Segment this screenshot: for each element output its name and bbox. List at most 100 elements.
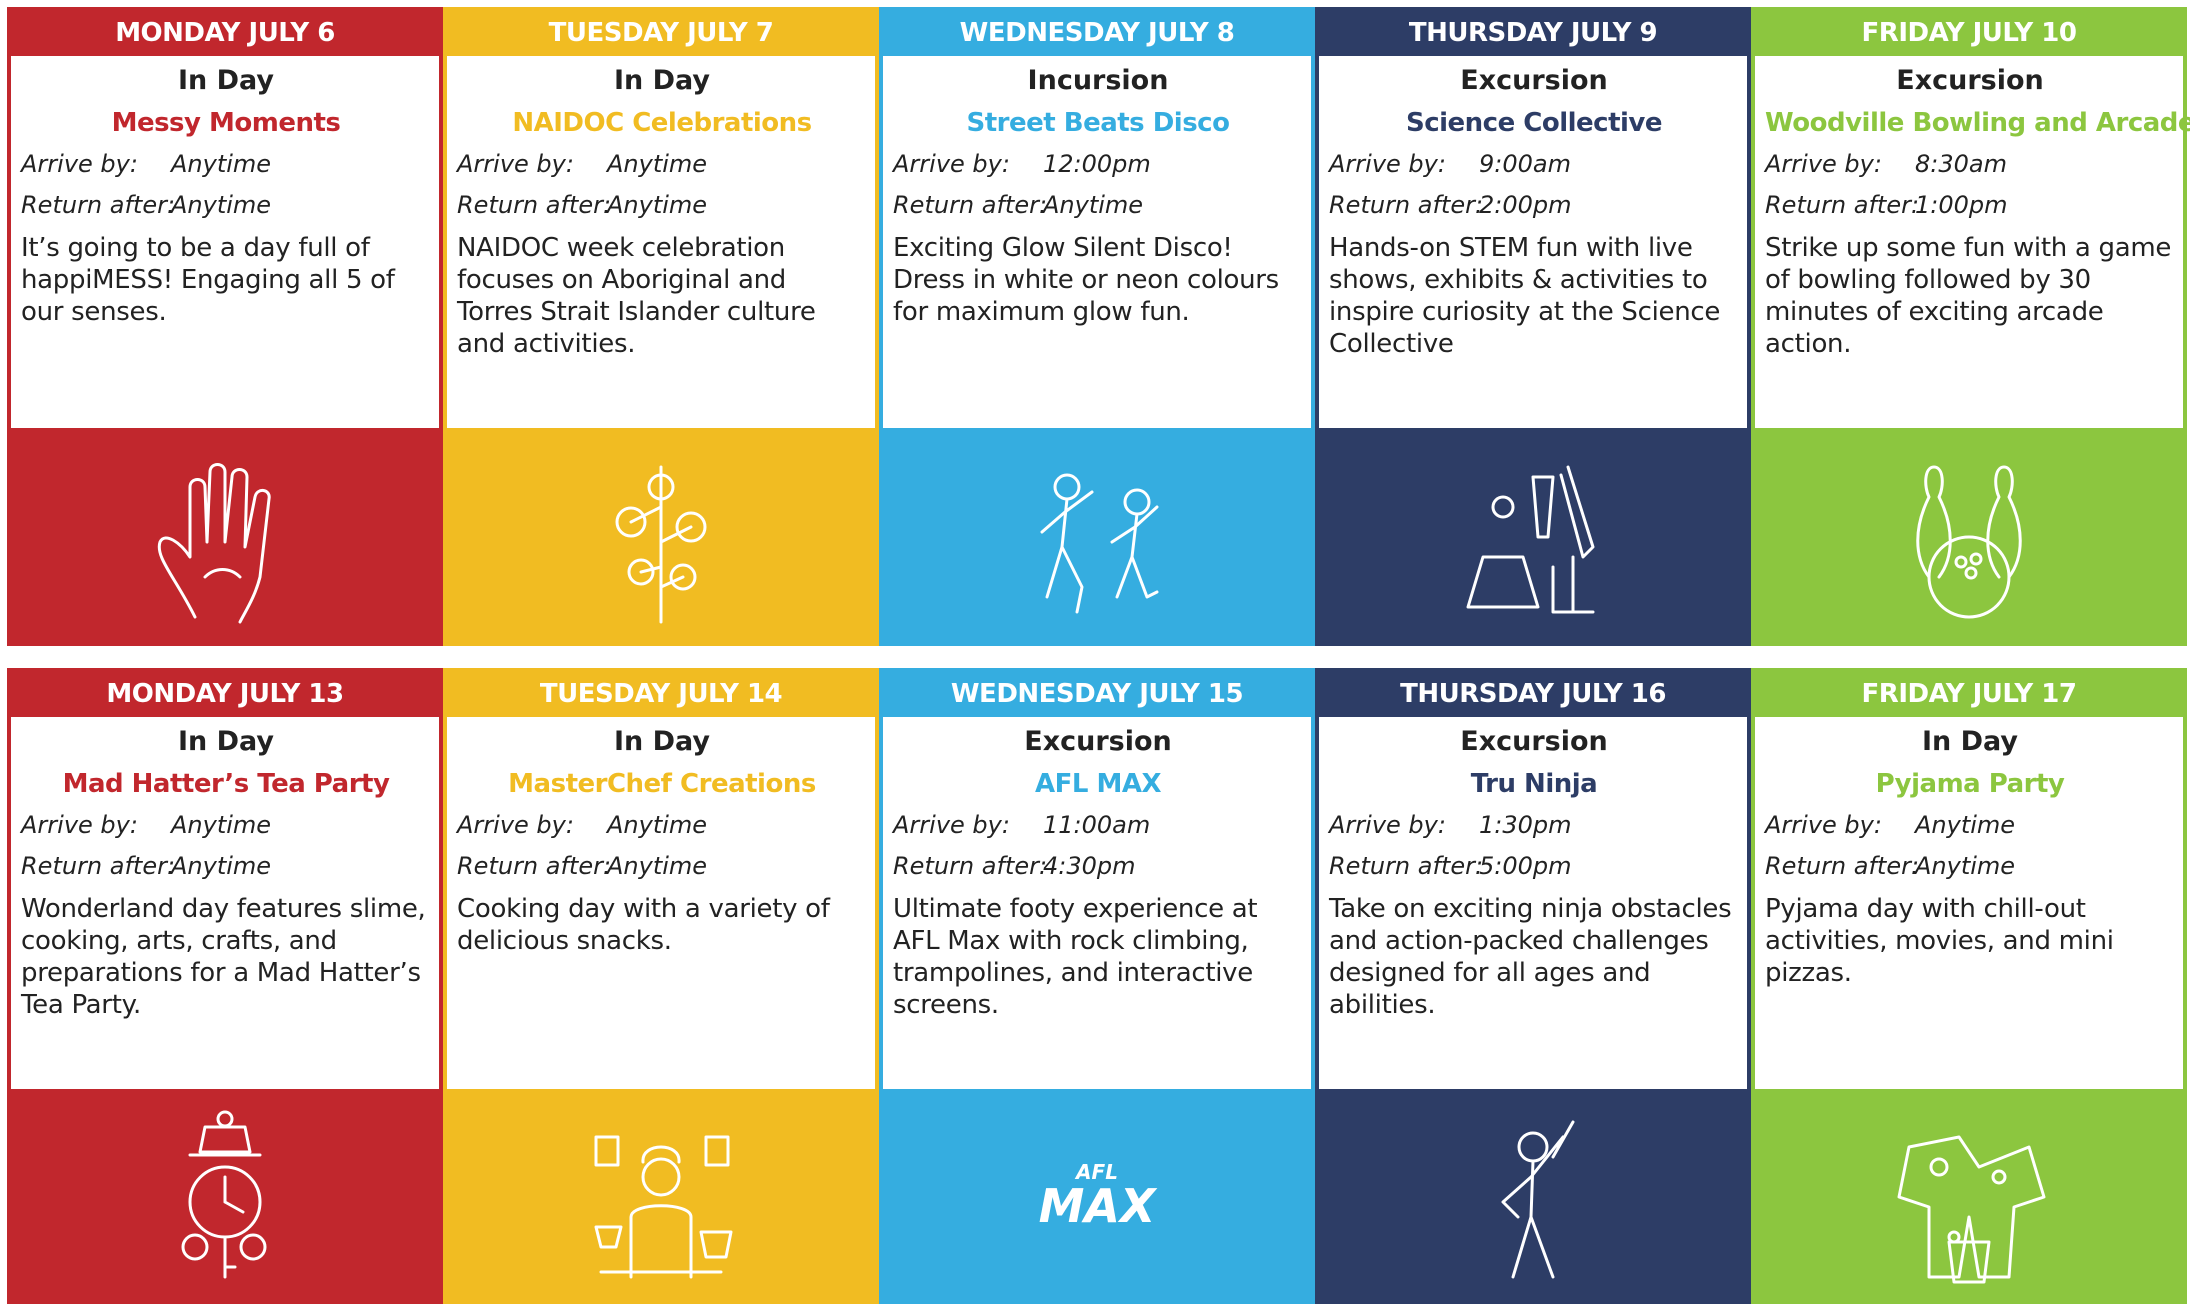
return-label: Return after:: [21, 191, 176, 219]
arrive-label: Arrive by:: [21, 811, 138, 839]
activity-description: Ultimate footy experience at AFL Max wit…: [893, 894, 1258, 1020]
activity-art: AFL MAX: [879, 1089, 1315, 1304]
day-body: In Day NAIDOC Celebrations Arrive by: Anyti…: [443, 56, 879, 428]
return-label: Return after:: [1765, 191, 1920, 219]
arrive-time: Anytime: [607, 811, 708, 839]
day-card: TUESDAY JULY 7 In Day NAIDOC Celebrations A…: [443, 7, 879, 646]
arrive-row: Arrive by: 8:30am: [1765, 144, 2175, 185]
day-card: MONDAY JULY 13 In Day Mad Hatter’s Tea Par…: [7, 668, 443, 1304]
activity-art: [7, 428, 443, 646]
day-body: Excursion Science Collective Arrive by: 9:0…: [1315, 56, 1751, 428]
day-card: TUESDAY JULY 14 In Day MasterChef Creation…: [443, 668, 879, 1304]
activity-art: [1751, 428, 2187, 646]
activity-description: Strike up some fun with a game of bowlin…: [1765, 233, 2172, 359]
activity-title: Tru Ninja: [1470, 769, 1598, 799]
activity-description: Wonderland day features slime, cooking, …: [21, 894, 426, 1020]
return-label: Return after:: [1329, 852, 1484, 880]
activity-art: [879, 428, 1315, 646]
return-row: Return after:Anytime: [457, 846, 867, 887]
activity-icon: [1897, 1135, 2046, 1283]
arrive-label: Arrive by:: [893, 811, 1010, 839]
activity-title: AFL MAX: [1034, 769, 1162, 799]
logo-text: AFL: [1074, 1160, 1118, 1184]
return-row: Return after:Anytime: [21, 185, 431, 226]
activity-title: NAIDOC Celebrations: [512, 108, 812, 138]
arrive-time: Anytime: [1915, 811, 2016, 839]
return-row: Return after:Anytime: [21, 846, 431, 887]
day-body: In Day Mad Hatter’s Tea Party Arrive by: An…: [7, 717, 443, 1089]
activity-description: Cooking day with a variety of delicious …: [457, 894, 830, 956]
arrive-time: 9:00am: [1479, 150, 1571, 178]
activity-title: Science Collective: [1405, 108, 1663, 138]
activity-description: It’s going to be a day full of happiMESS…: [21, 233, 395, 327]
day-header: FRIDAY JULY 10: [1751, 7, 2187, 56]
activity-type: Excursion: [1460, 726, 1608, 757]
activity-description: Take on exciting ninja obstacles and act…: [1329, 894, 1732, 1020]
activity-title: Messy Moments: [111, 108, 341, 138]
arrive-label: Arrive by:: [893, 150, 1010, 178]
day-header: MONDAY JULY 6: [7, 7, 443, 56]
arrive-time: Anytime: [607, 150, 708, 178]
day-header: THURSDAY JULY 16: [1315, 668, 1751, 717]
return-label: Return after:: [893, 852, 1048, 880]
activity-type: Incursion: [1027, 65, 1169, 96]
arrive-label: Arrive by:: [457, 150, 574, 178]
arrive-time: Anytime: [171, 150, 272, 178]
arrive-row: Arrive by: 1:30pm: [1329, 805, 1739, 846]
arrive-time: 8:30am: [1915, 150, 2007, 178]
activity-description: NAIDOC week celebration focuses on Abori…: [457, 233, 816, 359]
day-body: Incursion Street Beats Disco Arrive by: 12:…: [879, 56, 1315, 428]
activity-description: Pyjama day with chill-out activities, mo…: [1765, 894, 2114, 988]
activity-art: [1751, 1089, 2187, 1304]
arrive-label: Arrive by:: [1329, 811, 1446, 839]
arrive-label: Arrive by:: [457, 811, 574, 839]
day-body: Excursion Woodville Bowling and Arcade Arr…: [1751, 56, 2190, 428]
activity-icon: [181, 1110, 267, 1278]
return-label: Return after:: [893, 191, 1048, 219]
return-label: Return after:: [457, 852, 612, 880]
day-body: Excursion Tru Ninja Arrive by: 1:30pm Return…: [1315, 717, 1751, 1089]
day-card: THURSDAY JULY 16 Excursion Tru Ninja Arrive…: [1315, 668, 1751, 1304]
day-body: In Day MasterChef Creations Arrive by: Anyt…: [443, 717, 879, 1089]
day-card: WEDNESDAY JULY 15 Excursion AFL MAX Arrive …: [879, 668, 1315, 1304]
day-header: TUESDAY JULY 14: [443, 668, 879, 717]
return-label: Return after:: [1329, 191, 1484, 219]
activity-art: [1315, 1089, 1751, 1304]
return-row: Return after:4:30pm: [893, 846, 1303, 887]
activity-type: In Day: [613, 65, 711, 96]
activity-icon: [594, 1135, 733, 1278]
day-body: Excursion AFL MAX Arrive by: 11:00am Return …: [879, 717, 1315, 1089]
day-header: MONDAY JULY 13: [7, 668, 443, 717]
activity-art: [7, 1089, 443, 1304]
arrive-row: Arrive by: Anytime: [457, 144, 867, 185]
activity-title: Pyjama Party: [1875, 769, 2065, 799]
return-time: 4:30pm: [1043, 852, 1136, 880]
return-row: Return after:2:00pm: [1329, 185, 1739, 226]
arrive-label: Arrive by:: [1329, 150, 1446, 178]
day-header: FRIDAY JULY 17: [1751, 668, 2187, 717]
day-card: MONDAY JULY 6 In Day Messy Moments Arrive b…: [7, 7, 443, 646]
arrive-row: Arrive by: 9:00am: [1329, 144, 1739, 185]
arrive-row: Arrive by: Anytime: [21, 144, 431, 185]
activity-icon: [1466, 465, 1595, 614]
return-time: Anytime: [1043, 191, 1144, 219]
arrive-time: 1:30pm: [1479, 811, 1572, 839]
day-header: WEDNESDAY JULY 15: [879, 668, 1315, 717]
activity-title: Woodville Bowling and Arcade: [1765, 108, 2190, 138]
arrive-time: 12:00pm: [1043, 150, 1151, 178]
activity-description: Exciting Glow Silent Disco! Dress in whi…: [893, 233, 1279, 327]
day-card: THURSDAY JULY 9 Excursion Science Collecti…: [1315, 7, 1751, 646]
return-time: Anytime: [171, 191, 272, 219]
return-label: Return after:: [457, 191, 612, 219]
arrive-row: Arrive by: Anytime: [21, 805, 431, 846]
return-row: Return after:Anytime: [893, 185, 1303, 226]
activity-type: Excursion: [1896, 65, 2044, 96]
day-card: FRIDAY JULY 17 In Day Pyjama Party Arrive b…: [1751, 668, 2187, 1304]
return-time: Anytime: [607, 852, 708, 880]
day-header: WEDNESDAY JULY 8: [879, 7, 1315, 56]
arrive-label: Arrive by:: [1765, 150, 1882, 178]
activity-type: In Day: [1921, 726, 2019, 757]
arrive-time: 11:00am: [1043, 811, 1151, 839]
return-row: Return after:Anytime: [1765, 846, 2175, 887]
